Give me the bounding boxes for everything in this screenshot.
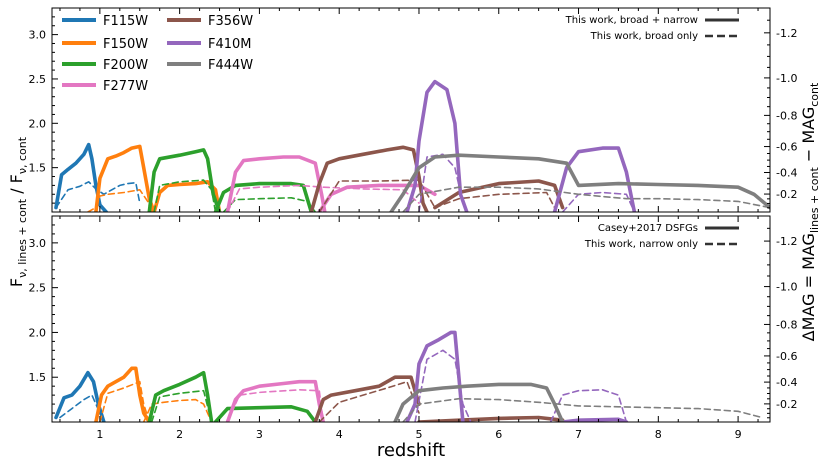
top-series-f444w-solid-20 xyxy=(389,153,770,212)
xtick-label-1: 1 xyxy=(96,428,103,441)
legend-label-f200w: F200W xyxy=(103,58,148,73)
top-series-f410m-dashed-19 xyxy=(561,191,636,212)
top-series-f150w-dashed-3 xyxy=(87,189,153,212)
x-axis-label: redshift xyxy=(377,440,445,461)
top-series-f200w-dashed-6 xyxy=(153,179,217,212)
top-ytick-label: 1.5 xyxy=(29,162,47,175)
bottom-series-f200w-solid-5 xyxy=(147,370,214,422)
top-series-f410m-solid-18 xyxy=(552,146,637,212)
style-legend-bottom-solid-label: Casey+2017 DSFGs xyxy=(598,223,698,234)
top-series-f200w-solid-5 xyxy=(147,148,222,212)
bottom-ytick-right-label: -0.4 xyxy=(776,376,797,389)
top-series-f150w-solid-4 xyxy=(152,180,222,212)
xtick-label-4: 4 xyxy=(336,428,343,441)
top-ytick-label: 2.5 xyxy=(29,73,47,86)
style-legend-top-solid-label: This work, broad + narrow xyxy=(565,15,698,26)
top-series-group xyxy=(54,79,770,212)
bottom-ytick-label: 1.5 xyxy=(29,371,47,384)
top-ytick-right-label: -1.0 xyxy=(776,72,797,85)
filter-legend: F115W F150W F200W F277W F356W F410M F444… xyxy=(62,14,253,94)
xtick-label-6: 6 xyxy=(495,428,502,441)
legend-label-f150w: F150W xyxy=(103,37,148,52)
right-ylabel: ΔMAG = MAGlines + cont − MAGcont xyxy=(799,82,821,341)
bottom-series-f150w-dashed-3 xyxy=(99,380,151,422)
xtick-label-8: 8 xyxy=(655,428,662,441)
top-series-f410m-dashed-17 xyxy=(418,153,468,212)
xtick-label-9: 9 xyxy=(735,428,742,441)
top-ytick-label: 3.0 xyxy=(29,29,47,42)
bottom-ytick-right-label: -1.2 xyxy=(776,235,797,248)
xtick-label-7: 7 xyxy=(575,428,582,441)
bottom-series-f150w-solid-2 xyxy=(94,366,152,422)
top-series-f277w-dashed-10 xyxy=(226,184,420,212)
top-ytick-right-label: -1.2 xyxy=(776,27,797,40)
bottom-series-f356w-solid-10 xyxy=(313,375,421,422)
top-series-f150w-solid-2 xyxy=(94,144,156,212)
bottom-ytick-right-label: -0.6 xyxy=(776,350,797,363)
top-ytick-right-label: -0.6 xyxy=(776,141,797,154)
xtick-label-5: 5 xyxy=(415,428,422,441)
top-panel: 1.5 2.0 2.5 3.0 -0.2 -0.4 -0.6 -0.8 -1.0 -1.2 xyxy=(29,7,797,213)
bottom-series-f444w-dashed-18 xyxy=(402,397,763,422)
bottom-ytick-right-label: -1.0 xyxy=(776,281,797,294)
bottom-series-f115w-solid-0 xyxy=(54,370,106,422)
xtick-label-3: 3 xyxy=(256,428,263,441)
top-axes-frame xyxy=(51,7,771,213)
style-legend-top-dashed-label: This work, broad only xyxy=(590,31,698,42)
bottom-series-f277w-dashed-9 xyxy=(226,388,325,422)
top-series-f356w-solid-12 xyxy=(309,145,429,212)
legend-label-f277w: F277W xyxy=(103,79,148,94)
bottom-series-f356w-dashed-11 xyxy=(318,380,420,422)
legend-label-f115w: F115W xyxy=(103,14,148,29)
top-series-f200w-solid-7 xyxy=(213,181,314,212)
style-legend-bottom-dashed-label: This work, narrow only xyxy=(584,239,698,250)
bottom-series-f410m-dashed-15 xyxy=(549,388,628,422)
bottom-series-f410m-solid-13 xyxy=(405,330,465,422)
bottom-ytick-label: 2.0 xyxy=(29,326,47,339)
bottom-axes-frame xyxy=(51,215,771,423)
top-ytick-right-label: -0.4 xyxy=(776,166,797,179)
bottom-series-f200w-solid-7 xyxy=(213,404,318,422)
bottom-ytick-label: 2.5 xyxy=(29,282,47,295)
bottom-ytick-right-label: -0.2 xyxy=(776,398,797,411)
xtick-label-2: 2 xyxy=(176,428,183,441)
bottom-panel: 1 2 3 4 5 6 7 8 9 1.5 2.0 2.5 3.0 -0.2 -0.4 -0.6 -0.8 -1.… xyxy=(29,215,797,441)
top-ytick-right-label: -0.8 xyxy=(776,109,797,122)
top-series-f444w-dashed-21 xyxy=(402,186,770,212)
top-ytick-right-label: -0.2 xyxy=(776,188,797,201)
left-ylabel: Fν, lines + cont / Fν, cont xyxy=(7,136,29,287)
bottom-series-f150w-dashed-4 xyxy=(142,398,213,422)
bottom-ytick-right-label: -0.8 xyxy=(776,318,797,331)
legend-label-f444w: F444W xyxy=(208,58,253,73)
legend-label-f410m: F410M xyxy=(208,37,252,52)
bottom-ytick-label: 3.0 xyxy=(29,237,47,250)
top-series-f356w-dashed-15 xyxy=(434,191,556,209)
bottom-series-f410m-dashed-14 xyxy=(414,349,472,422)
bottom-series-f277w-solid-8 xyxy=(225,379,326,422)
legend-label-f356w: F356W xyxy=(208,14,253,29)
bottom-series-group xyxy=(54,330,763,422)
style-legend-bottom: Casey+2017 DSFGs This work, narrow only xyxy=(584,223,739,250)
bottom-series-f444w-solid-17 xyxy=(393,382,565,422)
top-series-f356w-solid-14 xyxy=(433,179,565,210)
top-series-f200w-dashed-8 xyxy=(222,197,317,212)
top-series-f115w-dashed-1 xyxy=(55,181,141,209)
top-ytick-label: 2.0 xyxy=(29,117,47,130)
bottom-series-f200w-dashed-6 xyxy=(150,389,213,422)
bottom-series-f356w-solid-12 xyxy=(417,415,565,422)
style-legend-top: This work, broad + narrow This work, bro… xyxy=(565,15,739,42)
top-series-f356w-dashed-13 xyxy=(318,179,436,212)
